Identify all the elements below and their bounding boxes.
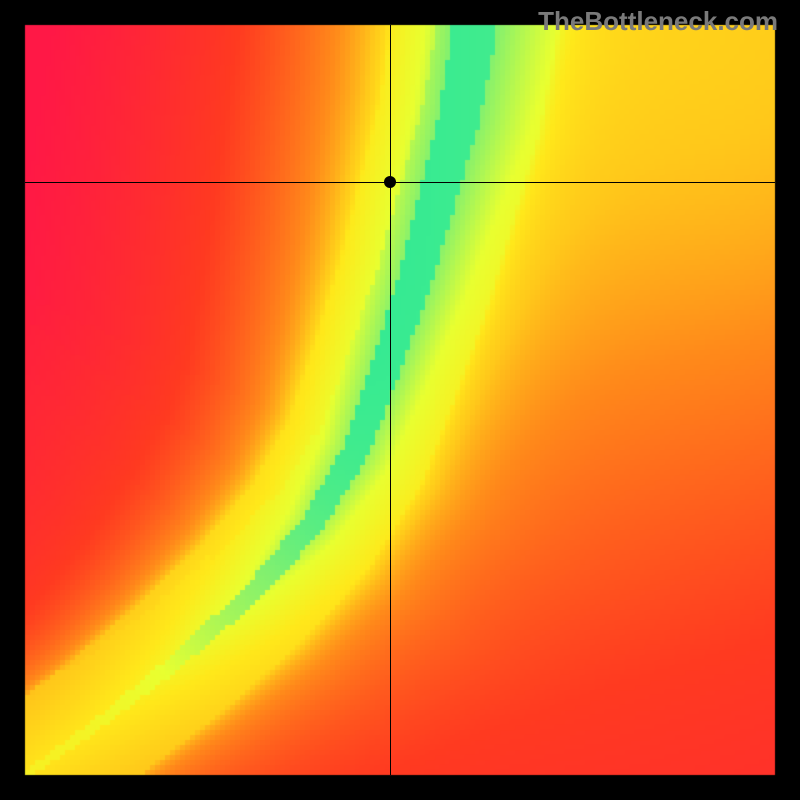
crosshair-vertical (390, 25, 391, 775)
heatmap-canvas (0, 0, 800, 800)
chart-root: { "watermark": "TheBottleneck.com", "can… (0, 0, 800, 800)
crosshair-marker (384, 176, 396, 188)
crosshair-horizontal (25, 182, 775, 183)
watermark-text: TheBottleneck.com (538, 6, 778, 37)
